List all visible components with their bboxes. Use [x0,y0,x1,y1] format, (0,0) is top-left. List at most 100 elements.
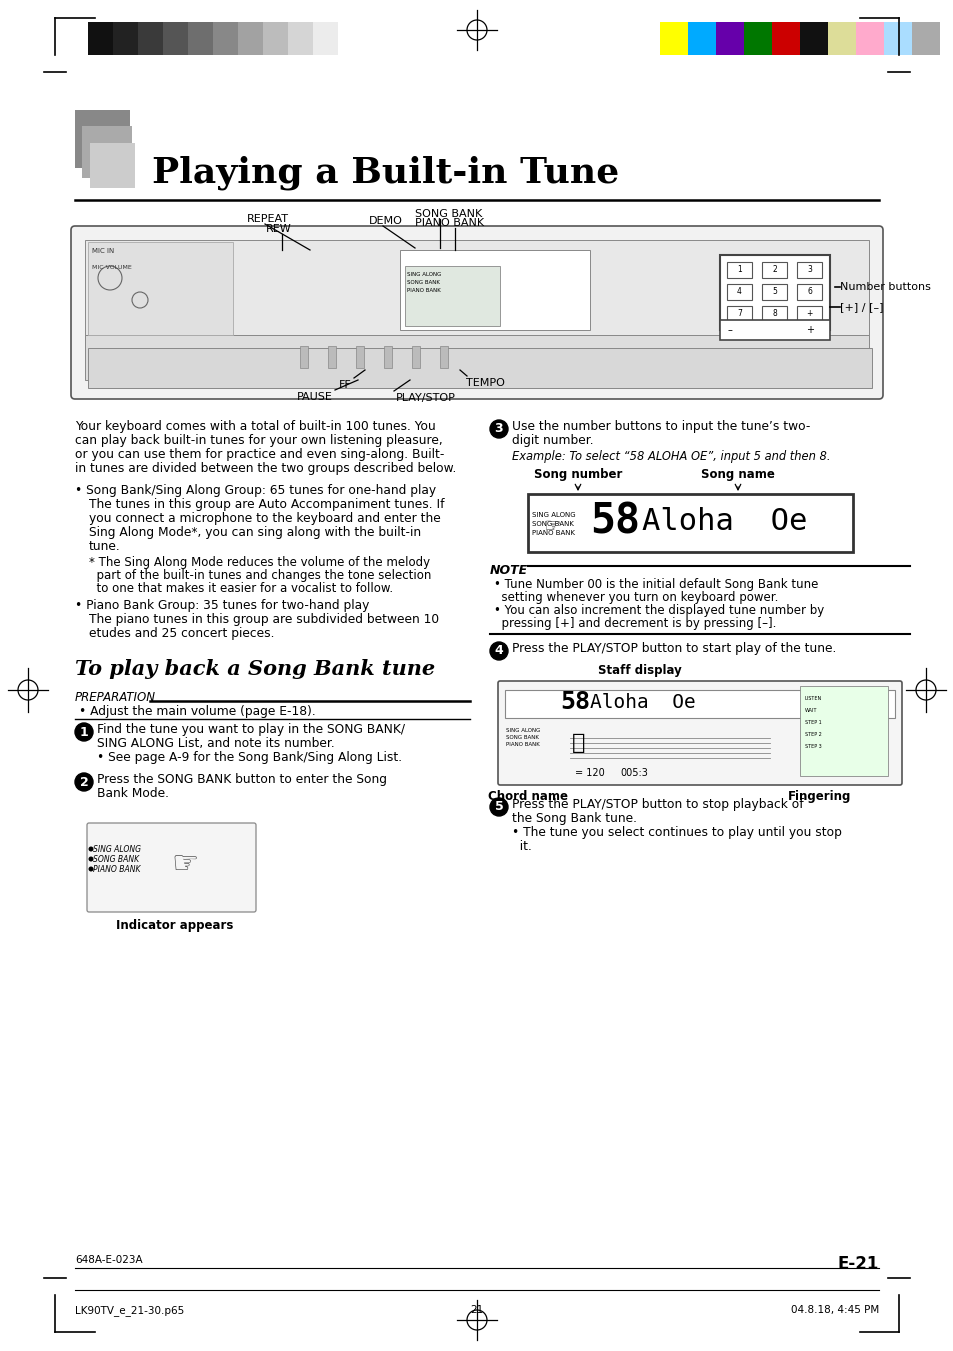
Bar [726,262,751,278]
Bar [85,240,868,340]
Bar [75,109,130,168]
Text: pressing [+] and decrement is by pressing [–].: pressing [+] and decrement is by pressin… [494,617,776,630]
Text: in tunes are divided between the two groups described below.: in tunes are divided between the two gro… [75,462,456,476]
Text: • Piano Bank Group: 35 tunes for two-hand play: • Piano Bank Group: 35 tunes for two-han… [75,598,369,612]
Text: 5: 5 [494,801,503,813]
Text: REPEAT: REPEAT [247,213,289,224]
Text: it.: it. [512,840,532,852]
Text: PIANO BANK: PIANO BANK [505,742,539,747]
Text: Number buttons: Number buttons [840,282,930,292]
Circle shape [490,420,507,438]
Text: SONG BANK: SONG BANK [415,209,482,219]
Text: • Adjust the main volume (page E-18).: • Adjust the main volume (page E-18). [79,705,315,717]
Bar [163,22,188,55]
Bar [761,284,786,300]
Text: 5: 5 [771,288,776,296]
Text: Aloha  Oe: Aloha Oe [641,508,806,536]
Text: = 120: = 120 [575,767,604,778]
Text: SING ALONG: SING ALONG [92,844,141,854]
Text: you connect a microphone to the keyboard and enter the: you connect a microphone to the keyboard… [89,512,440,526]
Bar [659,22,687,55]
Text: part of the built-in tunes and changes the tone selection: part of the built-in tunes and changes t… [89,569,431,582]
Text: the Song Bank tune.: the Song Bank tune. [512,812,637,825]
Text: Song number: Song number [534,467,621,481]
Text: SONG BANK: SONG BANK [92,855,139,865]
Circle shape [490,642,507,661]
Text: +: + [805,309,812,319]
FancyBboxPatch shape [71,226,882,399]
Bar [399,250,589,330]
Text: Staff display: Staff display [598,663,681,677]
Bar [263,22,288,55]
Bar [726,284,751,300]
Text: Song name: Song name [700,467,774,481]
Text: setting whenever you turn on keyboard power.: setting whenever you turn on keyboard po… [494,590,778,604]
Text: • See page A-9 for the Song Bank/Sing Along List.: • See page A-9 for the Song Bank/Sing Al… [97,751,402,765]
Text: * The Sing Along Mode reduces the volume of the melody: * The Sing Along Mode reduces the volume… [89,557,430,569]
Circle shape [75,773,92,790]
Text: 04.8.18, 4:45 PM: 04.8.18, 4:45 PM [790,1305,878,1315]
Bar [527,494,852,553]
Text: Find the tune you want to play in the SONG BANK/: Find the tune you want to play in the SO… [97,723,405,736]
Text: Playing a Built-in Tune: Playing a Built-in Tune [152,155,618,189]
Text: digit number.: digit number. [512,434,593,447]
Text: LK90TV_e_21-30.p65: LK90TV_e_21-30.p65 [75,1305,184,1316]
Text: –: – [727,326,732,335]
Bar [743,22,771,55]
Text: 58: 58 [559,690,589,713]
Text: 3: 3 [806,266,811,274]
Text: 𝄞: 𝄞 [572,734,585,753]
Text: Aloha  Oe: Aloha Oe [589,693,695,712]
Text: Sing Along Mode*, you can sing along with the built-in: Sing Along Mode*, you can sing along wit… [89,526,420,539]
Text: 6: 6 [806,288,811,296]
Bar [855,22,883,55]
Bar [716,22,743,55]
Text: PIANO BANK: PIANO BANK [92,865,140,874]
Text: Press the SONG BANK button to enter the Song: Press the SONG BANK button to enter the … [97,773,387,786]
Bar [504,690,894,717]
Text: • You can also increment the displayed tune number by: • You can also increment the displayed t… [494,604,823,617]
Bar [771,22,800,55]
Bar [384,346,392,367]
Text: PREPARATION: PREPARATION [75,690,156,704]
FancyBboxPatch shape [497,681,901,785]
Text: • The tune you select continues to play until you stop: • The tune you select continues to play … [512,825,841,839]
Text: Press the PLAY/STOP button to start play of the tune.: Press the PLAY/STOP button to start play… [512,642,836,655]
Bar [827,22,855,55]
Bar [800,22,827,55]
Text: The piano tunes in this group are subdivided between 10: The piano tunes in this group are subdiv… [89,613,438,626]
Text: WAIT: WAIT [804,708,817,713]
Bar [188,22,213,55]
Bar [85,335,868,380]
Bar [355,346,364,367]
Text: MIC VOLUME: MIC VOLUME [91,265,132,270]
Circle shape [89,847,93,851]
Text: E-21: E-21 [837,1255,878,1273]
Bar [405,266,499,326]
Text: REW: REW [266,224,292,234]
Text: SONG BANK: SONG BANK [407,280,439,285]
Bar [328,346,335,367]
Bar [112,22,138,55]
Bar [337,22,363,55]
Text: STEP 3: STEP 3 [804,744,821,748]
Text: Use the number buttons to input the tune’s two-: Use the number buttons to input the tune… [512,420,809,434]
Text: • Tune Number 00 is the initial default Song Bank tune: • Tune Number 00 is the initial default … [494,578,818,590]
Circle shape [89,866,93,871]
Bar [796,284,821,300]
Bar [796,305,821,322]
Bar [687,22,716,55]
Bar [88,242,233,335]
Text: DEMO: DEMO [369,216,402,226]
Text: The tunes in this group are Auto Accompaniment tunes. If: The tunes in this group are Auto Accompa… [89,499,444,511]
Text: or you can use them for practice and even sing-along. Built-: or you can use them for practice and eve… [75,449,444,461]
Circle shape [89,857,93,862]
Text: Fingering: Fingering [787,790,851,802]
Bar [237,22,263,55]
Bar [761,305,786,322]
Text: can play back built-in tunes for your own listening pleasure,: can play back built-in tunes for your ow… [75,434,442,447]
Text: etudes and 25 concert pieces.: etudes and 25 concert pieces. [89,627,274,640]
Text: +: + [805,326,813,335]
Bar [761,262,786,278]
Text: NOTE: NOTE [490,563,528,577]
